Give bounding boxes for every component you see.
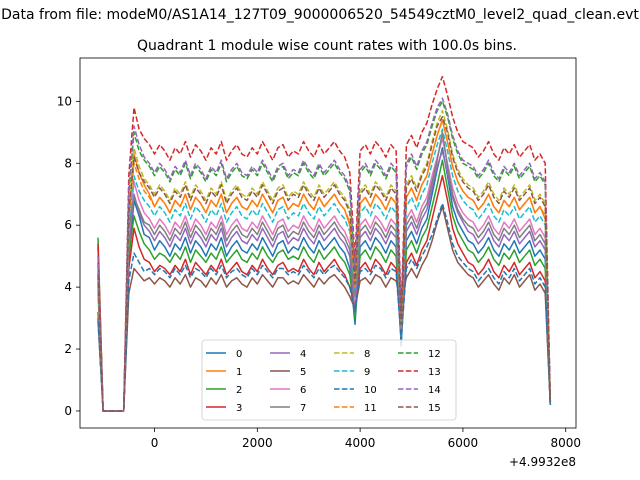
legend-label-14: 14 <box>428 385 441 396</box>
legend-label-12: 12 <box>428 349 441 360</box>
series-line-10 <box>97 202 552 412</box>
series-line-15 <box>97 116 552 412</box>
series-line-11 <box>97 119 552 412</box>
plot-frame <box>79 57 577 429</box>
x-tick-label: 2000 <box>242 436 273 450</box>
series-line-8 <box>97 109 552 412</box>
legend-box <box>201 339 457 421</box>
series-line-14 <box>97 97 552 412</box>
y-tick-label: 8 <box>64 156 72 170</box>
x-tick-label: 4000 <box>345 436 376 450</box>
y-tick-label: 4 <box>64 280 72 294</box>
series-line-12 <box>97 100 552 412</box>
x-offset-label: +4.9932e8 <box>509 455 576 469</box>
series-line-3 <box>97 174 552 412</box>
legend-label-1: 1 <box>236 367 242 378</box>
legend-label-8: 8 <box>364 349 370 360</box>
legend-label-6: 6 <box>300 385 306 396</box>
series-line-0 <box>97 147 552 412</box>
series-line-9 <box>97 128 552 412</box>
legend-label-0: 0 <box>236 349 242 360</box>
series-line-4 <box>97 150 552 412</box>
series-line-7 <box>97 131 552 412</box>
legend-label-9: 9 <box>364 367 370 378</box>
x-tick-label: 6000 <box>448 436 479 450</box>
legend-label-2: 2 <box>236 385 242 396</box>
series-line-2 <box>97 159 552 412</box>
legend-label-3: 3 <box>236 403 242 414</box>
x-tick-label: 8000 <box>550 436 581 450</box>
legend-label-7: 7 <box>300 403 306 414</box>
series-lines <box>97 75 552 412</box>
x-tick-label: 0 <box>151 436 159 450</box>
series-line-5 <box>97 205 552 412</box>
y-tick-label: 6 <box>64 218 72 232</box>
legend-label-4: 4 <box>300 349 306 360</box>
legend-label-11: 11 <box>364 403 377 414</box>
chart-suptitle: Data from file: modeM0/AS1A14_127T09_900… <box>1 7 639 23</box>
chart-title: Quadrant 1 module wise count rates with … <box>137 38 517 54</box>
y-tick-label: 10 <box>57 94 72 108</box>
y-tick-label: 0 <box>64 404 72 418</box>
legend-label-5: 5 <box>300 367 306 378</box>
series-line-13 <box>97 75 552 412</box>
legend-label-10: 10 <box>364 385 377 396</box>
legend-label-13: 13 <box>428 367 441 378</box>
series-line-6 <box>97 137 552 412</box>
y-tick-label: 2 <box>64 342 72 356</box>
legend-label-15: 15 <box>428 403 441 414</box>
